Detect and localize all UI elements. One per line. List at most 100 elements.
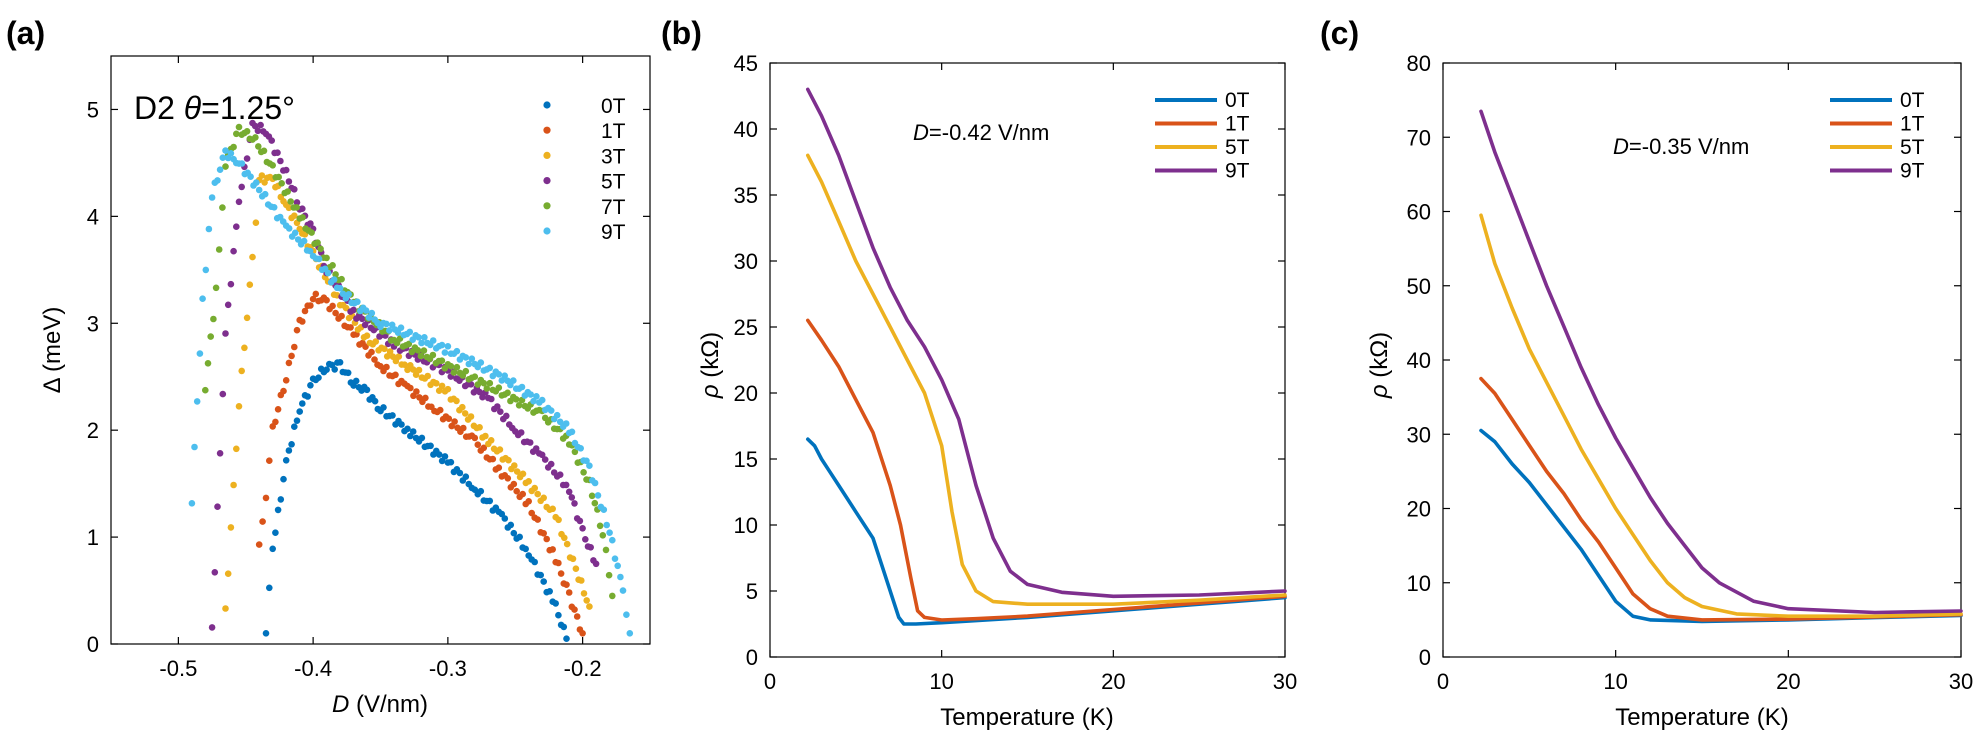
data-point <box>460 424 467 432</box>
data-point <box>380 404 387 411</box>
data-point <box>424 372 432 380</box>
data-point <box>515 402 523 409</box>
data-point <box>516 533 523 541</box>
data-point <box>196 350 204 357</box>
data-point <box>546 588 553 595</box>
y-tick-label: 1 <box>87 525 99 550</box>
data-point <box>421 334 428 341</box>
panel-a: (a) 0 1 2 3 4 5 -0.5 -0.4 -0.3 -0.2 D2 θ=1.25° 0… <box>6 15 651 718</box>
data-point <box>531 484 538 492</box>
legend-label-5T: 5T <box>601 171 626 194</box>
data-point <box>368 309 376 317</box>
series-line-9T <box>1479 109 1963 615</box>
x-tick-label: -0.4 <box>294 656 332 681</box>
data-point <box>252 219 260 226</box>
data-point <box>540 494 547 502</box>
data-point <box>252 179 260 186</box>
series-line-1T <box>1479 376 1963 622</box>
data-point <box>406 328 414 336</box>
data-point <box>332 271 339 278</box>
data-point <box>272 418 279 426</box>
data-point <box>352 377 360 385</box>
data-point <box>285 204 293 212</box>
data-point <box>504 389 511 397</box>
data-point <box>517 429 525 436</box>
data-point <box>407 384 414 392</box>
data-point <box>626 630 634 637</box>
legend-label-1T: 1T <box>1225 113 1250 136</box>
data-point <box>555 611 562 619</box>
data-point <box>588 492 596 500</box>
y-tick-label: 4 <box>87 204 99 229</box>
x-tick-label: 30 <box>1273 669 1297 694</box>
x-tick-label: 0 <box>764 669 776 694</box>
legend-swatch-3T <box>543 151 551 159</box>
legend-swatch-7T <box>543 202 551 210</box>
data-point <box>501 515 509 522</box>
data-point <box>404 425 411 433</box>
data-point <box>503 412 510 420</box>
legend-label-9T: 9T <box>1225 160 1250 183</box>
data-point <box>568 494 576 501</box>
data-point <box>308 229 315 236</box>
data-point <box>282 377 290 384</box>
data-point <box>488 395 495 403</box>
data-point <box>383 320 390 328</box>
y-tick-label: 10 <box>1407 571 1431 596</box>
legend-swatch-9T <box>543 227 551 235</box>
data-point <box>495 464 503 472</box>
data-point <box>306 247 314 255</box>
data-point <box>453 363 461 371</box>
legend-label-3T: 3T <box>601 145 626 168</box>
y-tick-label: 45 <box>734 51 758 76</box>
data-point <box>413 388 420 395</box>
y-tick-label: 10 <box>734 513 758 538</box>
data-point <box>344 369 352 377</box>
data-point <box>527 391 534 398</box>
data-point <box>202 266 210 274</box>
data-point <box>565 589 573 596</box>
data-point <box>571 500 578 507</box>
series-line-9T <box>806 87 1287 599</box>
data-point <box>329 302 336 310</box>
data-point <box>549 546 556 553</box>
y-tick-label: 2 <box>87 418 99 443</box>
data-point <box>583 597 590 604</box>
data-point <box>594 492 602 499</box>
data-point <box>462 367 470 375</box>
data-point <box>307 302 314 309</box>
data-point <box>422 394 429 402</box>
x-axis-title-c: Temperature (K) <box>1615 704 1788 731</box>
data-point <box>417 352 425 360</box>
data-point <box>272 529 279 536</box>
y-tick-label: 20 <box>1407 497 1431 522</box>
data-point <box>331 366 339 373</box>
data-point <box>227 524 235 531</box>
data-point <box>205 225 213 233</box>
data-point <box>571 606 578 613</box>
data-point <box>389 412 396 419</box>
data-point <box>433 380 440 387</box>
data-point <box>214 177 221 184</box>
data-point <box>363 386 371 394</box>
y-tick-label: 5 <box>746 579 758 604</box>
data-point <box>323 254 330 262</box>
data-point <box>259 518 266 525</box>
data-point <box>230 247 237 255</box>
data-point <box>557 570 565 577</box>
data-point <box>495 371 503 378</box>
plot-frame-a <box>110 55 651 645</box>
data-point <box>208 194 216 201</box>
data-point <box>208 624 216 631</box>
data-point <box>291 423 298 431</box>
data-point <box>435 451 443 458</box>
data-point <box>214 503 221 511</box>
data-point <box>438 382 446 390</box>
y-tick-label: 0 <box>746 645 758 670</box>
data-point <box>243 128 251 135</box>
data-point <box>345 291 353 298</box>
legend-swatch-5T <box>543 177 551 185</box>
x-tick-label: 30 <box>1949 669 1973 694</box>
data-point <box>555 559 562 567</box>
